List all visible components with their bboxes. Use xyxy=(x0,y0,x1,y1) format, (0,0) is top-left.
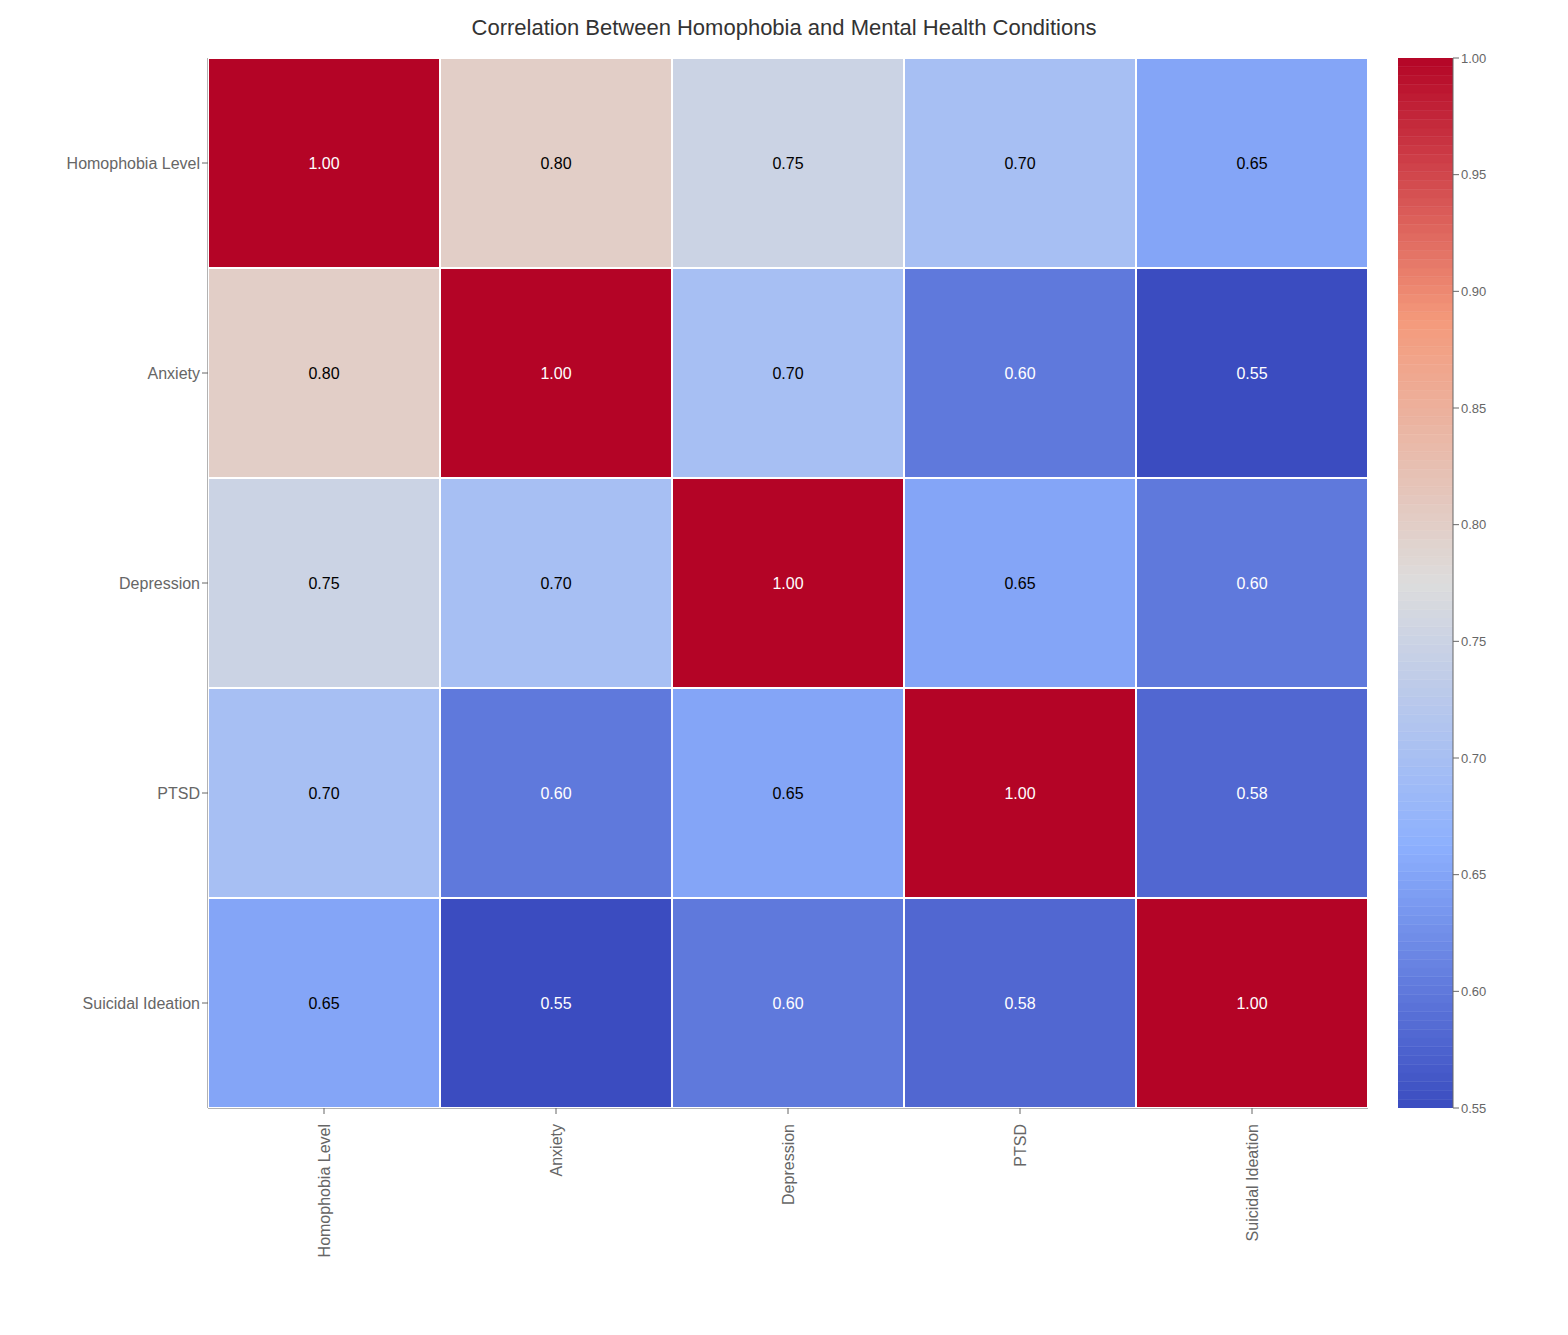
svg-text:0.75: 0.75 xyxy=(1461,634,1486,649)
svg-text:Suicidal Ideation: Suicidal Ideation xyxy=(1244,1124,1261,1241)
svg-text:Anxiety: Anxiety xyxy=(548,1124,565,1176)
svg-text:0.70: 0.70 xyxy=(772,365,803,382)
svg-text:0.55: 0.55 xyxy=(540,995,571,1012)
svg-text:0.65: 0.65 xyxy=(1236,155,1267,172)
svg-text:0.60: 0.60 xyxy=(1236,575,1267,592)
svg-text:0.55: 0.55 xyxy=(1236,365,1267,382)
svg-text:0.80: 0.80 xyxy=(540,155,571,172)
svg-text:0.65: 0.65 xyxy=(308,995,339,1012)
svg-text:0.58: 0.58 xyxy=(1004,995,1035,1012)
svg-text:1.00: 1.00 xyxy=(1461,51,1486,66)
svg-text:0.70: 0.70 xyxy=(1461,751,1486,766)
svg-text:1.00: 1.00 xyxy=(308,155,339,172)
svg-text:0.95: 0.95 xyxy=(1461,167,1486,182)
svg-text:Homophobia Level: Homophobia Level xyxy=(67,155,200,172)
svg-text:0.90: 0.90 xyxy=(1461,284,1486,299)
svg-text:0.60: 0.60 xyxy=(772,995,803,1012)
svg-text:0.55: 0.55 xyxy=(1461,1101,1486,1116)
svg-text:0.70: 0.70 xyxy=(1004,155,1035,172)
svg-text:1.00: 1.00 xyxy=(540,365,571,382)
svg-text:0.65: 0.65 xyxy=(1004,575,1035,592)
svg-text:Depression: Depression xyxy=(119,575,200,592)
svg-text:1.00: 1.00 xyxy=(772,575,803,592)
svg-text:0.85: 0.85 xyxy=(1461,401,1486,416)
svg-text:1.00: 1.00 xyxy=(1004,785,1035,802)
svg-text:PTSD: PTSD xyxy=(157,785,200,802)
svg-text:0.60: 0.60 xyxy=(540,785,571,802)
svg-text:Homophobia Level: Homophobia Level xyxy=(316,1124,333,1257)
svg-text:0.65: 0.65 xyxy=(772,785,803,802)
svg-text:0.60: 0.60 xyxy=(1004,365,1035,382)
html-text:Correlation Between Homophobia: Correlation Between Homophobia and Menta… xyxy=(471,15,1097,40)
svg-text:0.70: 0.70 xyxy=(308,785,339,802)
svg-text:Suicidal Ideation: Suicidal Ideation xyxy=(83,995,200,1012)
svg-text:0.60: 0.60 xyxy=(1461,984,1486,999)
svg-text:0.75: 0.75 xyxy=(772,155,803,172)
svg-text:1.00: 1.00 xyxy=(1236,995,1267,1012)
svg-text:Depression: Depression xyxy=(780,1124,797,1205)
svg-text:0.80: 0.80 xyxy=(308,365,339,382)
svg-text:Anxiety: Anxiety xyxy=(148,365,200,382)
svg-text:0.75: 0.75 xyxy=(308,575,339,592)
svg-text:0.70: 0.70 xyxy=(540,575,571,592)
svg-text:0.58: 0.58 xyxy=(1236,785,1267,802)
svg-text:PTSD: PTSD xyxy=(1012,1124,1029,1167)
svg-text:0.80: 0.80 xyxy=(1461,517,1486,532)
svg-text:0.65: 0.65 xyxy=(1461,867,1486,882)
